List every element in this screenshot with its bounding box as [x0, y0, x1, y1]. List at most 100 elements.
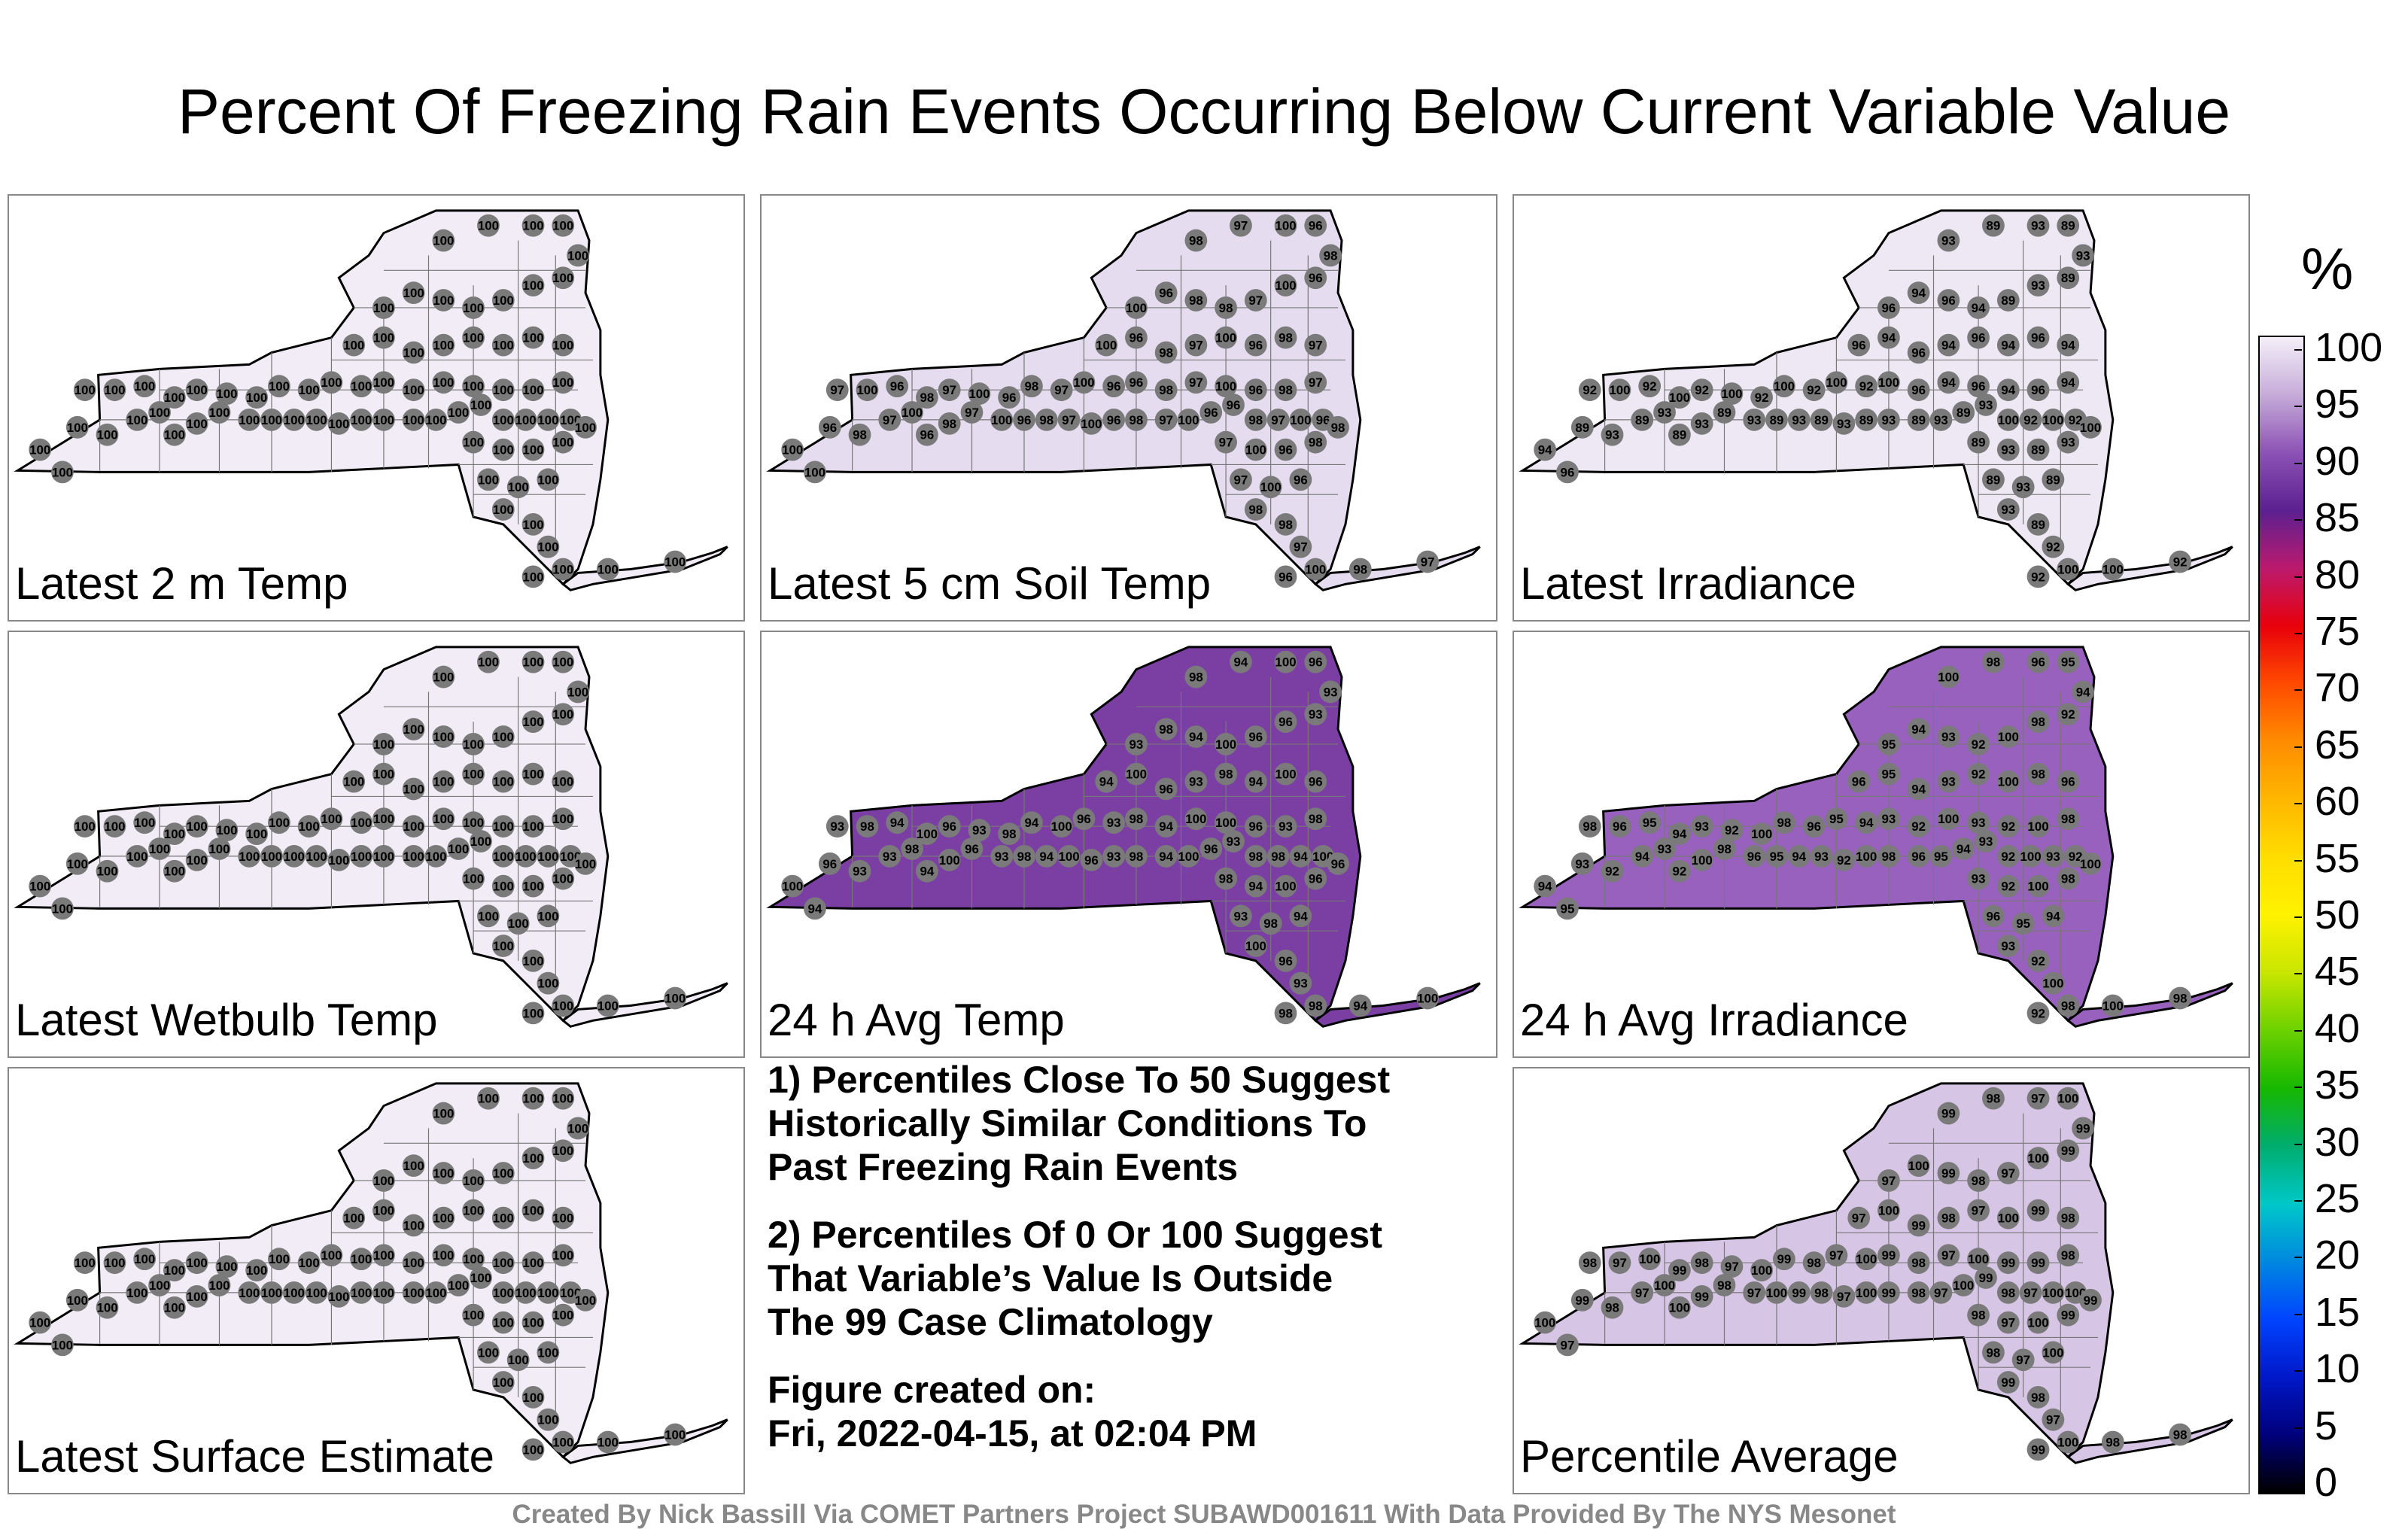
station-value: 100	[522, 331, 543, 345]
station-value: 100	[1639, 1252, 1660, 1266]
station-marker: 98	[1713, 1274, 1736, 1296]
station-dot	[537, 904, 560, 928]
station-marker: 97	[1608, 1251, 1631, 1275]
station-value: 96	[1911, 383, 1926, 397]
station-value: 100	[522, 383, 543, 397]
station-marker: 94	[1035, 844, 1058, 868]
station-value: 99	[1792, 1286, 1806, 1300]
station-marker: 100	[185, 1251, 208, 1275]
station-value: 100	[246, 391, 267, 405]
station-dot	[462, 811, 485, 834]
station-dot	[1690, 815, 1713, 838]
station-marker: 97	[1743, 1281, 1766, 1304]
station-value: 94	[1673, 827, 1687, 841]
station-marker: 100	[491, 1311, 515, 1334]
station-marker: 92	[1967, 733, 1990, 755]
station-dot	[1244, 408, 1267, 431]
station-value: 100	[2020, 850, 2042, 864]
station-dot	[968, 382, 991, 406]
colorbar-tick	[2294, 916, 2302, 918]
station-dot	[268, 811, 290, 834]
station-dot	[1855, 375, 1878, 398]
station-marker: 93	[2026, 274, 2050, 297]
station-marker: 94	[1787, 844, 1811, 868]
station-marker: 98	[856, 815, 879, 838]
station-marker: 98	[1578, 815, 1601, 838]
station-value: 100	[269, 1252, 290, 1266]
station-marker: 100	[491, 1371, 515, 1394]
station-marker: 100	[552, 650, 575, 673]
station-value: 93	[2046, 850, 2060, 864]
station-dot	[1907, 815, 1930, 838]
station-dot	[491, 498, 515, 521]
station-dot	[1996, 378, 2020, 402]
station-marker: 100	[2057, 558, 2080, 581]
station-value: 92	[2069, 413, 2083, 427]
station-value: 100	[433, 293, 454, 308]
station-dot	[2026, 1311, 2050, 1334]
station-marker: 89	[1668, 423, 1691, 446]
station-marker: 97	[1304, 371, 1327, 394]
station-dot	[477, 468, 500, 491]
station-marker: 98	[1125, 844, 1148, 868]
station-dot	[297, 815, 321, 838]
station-marker: 100	[2057, 1087, 2080, 1110]
station-marker: 100	[163, 1259, 186, 1281]
station-value: 100	[433, 1166, 454, 1181]
station-marker: 89	[2026, 438, 2050, 461]
station-marker: 93	[1274, 815, 1297, 838]
station-value: 96	[1987, 909, 2001, 923]
station-value: 96	[1972, 379, 1986, 394]
station-dot	[1230, 468, 1252, 491]
station-dot	[65, 415, 89, 439]
station-dot	[1855, 1281, 1878, 1304]
station-value: 95	[1934, 850, 1948, 864]
station-marker: 99	[1773, 1248, 1795, 1271]
station-dot	[215, 382, 239, 406]
station-value: 93	[2076, 248, 2090, 263]
station-value: 92	[2031, 570, 2045, 584]
station-dot	[521, 214, 545, 237]
station-value: 98	[920, 391, 935, 405]
station-dot	[462, 867, 485, 890]
station-marker: 100	[1937, 807, 1960, 831]
station-dot	[506, 1348, 530, 1372]
station-marker: 89	[1631, 408, 1654, 431]
station-value: 95	[1882, 737, 1896, 752]
station-dot	[1907, 844, 1930, 868]
station-marker: 100	[260, 844, 283, 868]
station-dot	[537, 1281, 560, 1304]
station-dot	[521, 1002, 545, 1025]
station-value: 100	[216, 1260, 237, 1274]
station-marker: 93	[1877, 408, 1900, 431]
station-marker: 100	[491, 725, 515, 748]
station-marker: 98	[1266, 844, 1290, 868]
station-value: 97	[1234, 473, 1248, 487]
station-value: 92	[2001, 819, 2015, 834]
station-value: 100	[373, 1286, 394, 1300]
station-value: 94	[1353, 999, 1367, 1013]
station-marker: 92	[2042, 535, 2065, 558]
station-value: 96	[1911, 345, 1926, 360]
station-dot	[148, 1274, 171, 1296]
station-value: 92	[1972, 768, 1986, 782]
station-value: 97	[1747, 1286, 1762, 1300]
station-value: 97	[830, 383, 844, 397]
map-panel-percentile-average: 97 100 99 98 97 100 100 99 98 97 100 99 98 97 100 99 98 9…	[1513, 1067, 2250, 1494]
station-dot	[462, 1248, 485, 1271]
station-marker: 93	[1967, 811, 1990, 834]
station-dot	[901, 401, 923, 424]
station-marker: 93	[1967, 867, 1990, 890]
station-marker: 96	[1072, 807, 1096, 831]
station-dot	[2057, 1430, 2080, 1454]
station-dot	[1080, 412, 1103, 435]
station-marker: 100	[238, 1281, 261, 1304]
station-marker: 96	[1154, 281, 1178, 304]
station-dot	[372, 296, 395, 319]
station-value: 98	[942, 417, 956, 431]
station-marker: 94	[2057, 333, 2080, 357]
station-dot	[1050, 815, 1073, 838]
station-dot	[1996, 1206, 2020, 1230]
station-value: 94	[1972, 301, 1986, 315]
